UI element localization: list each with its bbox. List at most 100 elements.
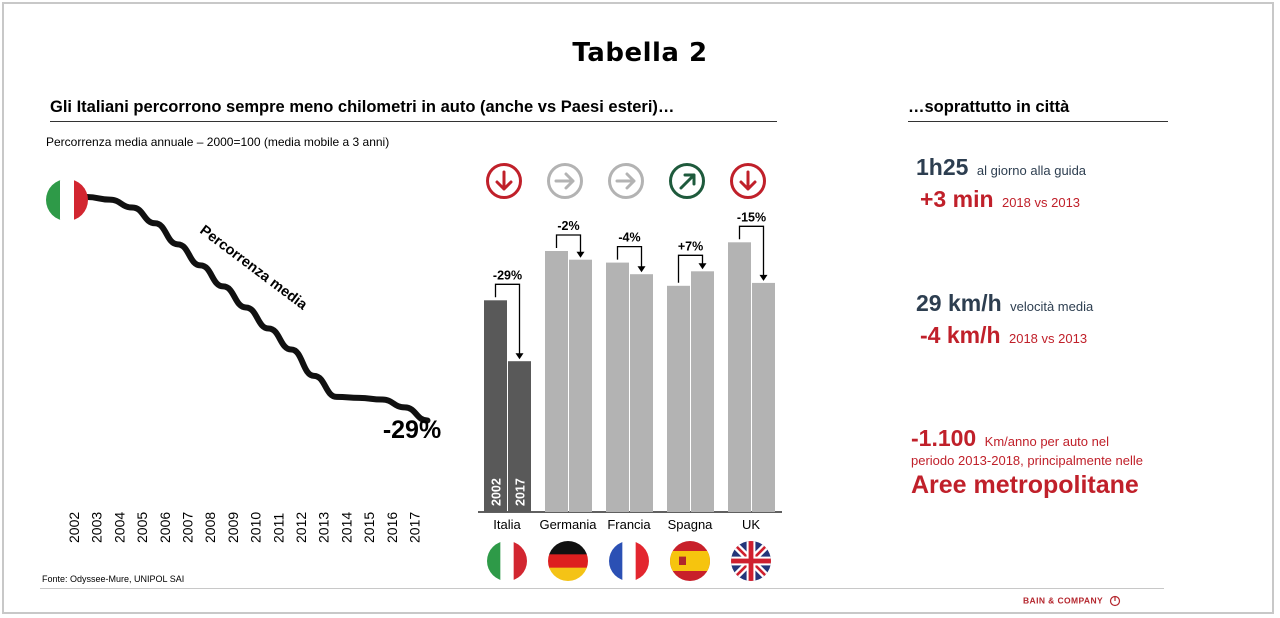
flag-stripe <box>60 179 75 221</box>
bar-2002-spagna <box>667 285 690 512</box>
category-label: Spagna <box>668 517 714 532</box>
line-series-label: Percorrenza media <box>197 222 311 313</box>
change-arrowhead <box>759 274 768 281</box>
left-section-title: Gli Italiani percorrono sempre meno chil… <box>50 98 777 122</box>
bar-2002-italia <box>484 300 507 512</box>
flag-stripe <box>548 541 588 555</box>
stat-driving-time-delta-value: +3 min <box>920 186 994 212</box>
bar-2002-germania <box>545 251 568 512</box>
change-arrowhead <box>515 353 524 360</box>
change-arrowhead <box>698 263 707 270</box>
change-label: -29% <box>493 268 522 282</box>
arrow-up-right-icon <box>669 163 705 199</box>
source-note: Fonte: Odyssee-Mure, UNIPOL SAI <box>42 574 185 584</box>
flag-stripe <box>548 567 588 581</box>
uk-flag-icon <box>731 541 771 581</box>
stat-metro-areas: Aree metropolitane <box>911 471 1139 499</box>
stat-km-year-line2: periodo 2013-2018, principalmente nelle <box>911 453 1143 468</box>
x-tick-label: 2004 <box>111 512 127 543</box>
x-tick-label: 2008 <box>202 512 218 543</box>
x-tick-label: 2002 <box>66 512 82 543</box>
flag-stripe <box>622 541 637 581</box>
flag-stripe <box>670 551 710 571</box>
flag-cross-red <box>731 558 771 564</box>
stat-speed-label: velocità media <box>1010 299 1094 314</box>
flag-stripe <box>46 179 61 221</box>
category-label: Francia <box>607 517 651 532</box>
trend-circle <box>669 163 705 199</box>
flag-stripe <box>609 541 623 581</box>
bar-2002-uk <box>728 242 751 513</box>
arrow-down-icon <box>486 163 522 199</box>
trend-circle <box>608 163 644 199</box>
bar-year-label: 2017 <box>514 478 528 506</box>
flag-stripe <box>74 179 88 221</box>
brand-logo: BAIN & COMPANY <box>1023 595 1121 607</box>
right-section-title: …soprattutto in città <box>908 98 1168 122</box>
x-tick-label: 2007 <box>180 512 196 543</box>
trend-arrow <box>679 173 696 190</box>
bar-2017-germania <box>569 259 592 512</box>
flag-stripe <box>513 541 527 581</box>
x-tick-label: 2003 <box>89 512 105 543</box>
change-bracket <box>616 245 643 269</box>
stat-km-year: -1.100 Km/anno per auto nel <box>911 425 1109 452</box>
trend-circle <box>730 163 766 199</box>
slide-title: Tabella 2 <box>572 38 708 68</box>
change-bracket <box>555 234 582 254</box>
brand-name: BAIN & COMPANY <box>1023 595 1103 606</box>
stat-driving-time: 1h25 al giorno alla guida <box>916 154 1086 181</box>
spain-flag-icon <box>670 541 710 581</box>
change-bracket <box>738 225 765 277</box>
x-tick-label: 2005 <box>134 512 150 543</box>
germany-flag-icon <box>548 541 588 581</box>
x-tick-label: 2015 <box>361 512 377 543</box>
change-arrowhead <box>637 266 646 273</box>
brand-mark-icon <box>1109 595 1120 607</box>
trend-arrow <box>495 170 513 191</box>
bar-2017-francia <box>630 274 653 512</box>
x-tick-label: 2012 <box>293 512 309 543</box>
stat-speed-delta: -4 km/h 2018 vs 2013 <box>920 322 1087 349</box>
arrow-right-icon <box>547 163 583 199</box>
change-bracket <box>677 254 704 283</box>
france-flag-icon <box>609 541 649 581</box>
stat-speed-delta-value: -4 km/h <box>920 322 1001 348</box>
x-tick-label: 2013 <box>316 512 332 543</box>
italy-flag-icon <box>487 541 527 581</box>
flag-stripe <box>548 554 588 569</box>
change-arrowhead <box>576 251 585 258</box>
stat-km-year-label: Km/anno per auto nel <box>984 434 1109 449</box>
x-tick-label: 2011 <box>270 513 286 543</box>
bar-2002-francia <box>606 262 629 512</box>
stat-driving-time-delta: +3 min 2018 vs 2013 <box>920 186 1080 213</box>
x-tick-label: 2010 <box>248 512 264 543</box>
trend-circle <box>486 163 522 199</box>
arrow-right-icon <box>608 163 644 199</box>
category-label: Germania <box>539 517 597 532</box>
footer-divider <box>40 588 1164 589</box>
stat-km-year-value: -1.100 <box>911 425 977 451</box>
change-label: -15% <box>737 210 766 224</box>
flag-emblem <box>679 556 686 565</box>
bar-2017-spagna <box>691 271 714 512</box>
trend-arrow <box>554 172 575 190</box>
x-tick-label: 2014 <box>338 512 354 543</box>
flag-stripe <box>635 541 649 581</box>
category-label: UK <box>742 517 760 532</box>
bar-2017-uk <box>752 282 775 512</box>
flag-stripe <box>500 541 515 581</box>
line-end-annotation: -29% <box>383 416 441 444</box>
trend-circle <box>547 163 583 199</box>
category-label: Italia <box>493 517 521 532</box>
change-label: -4% <box>618 231 640 245</box>
change-bracket <box>494 283 521 356</box>
stat-speed-value: 29 km/h <box>916 290 1002 316</box>
change-label: +7% <box>678 239 703 253</box>
stat-driving-time-value: 1h25 <box>916 154 969 180</box>
trend-arrow <box>615 172 636 190</box>
x-tick-label: 2017 <box>407 512 423 543</box>
trend-arrow <box>739 170 757 191</box>
arrow-down-icon <box>730 163 766 199</box>
